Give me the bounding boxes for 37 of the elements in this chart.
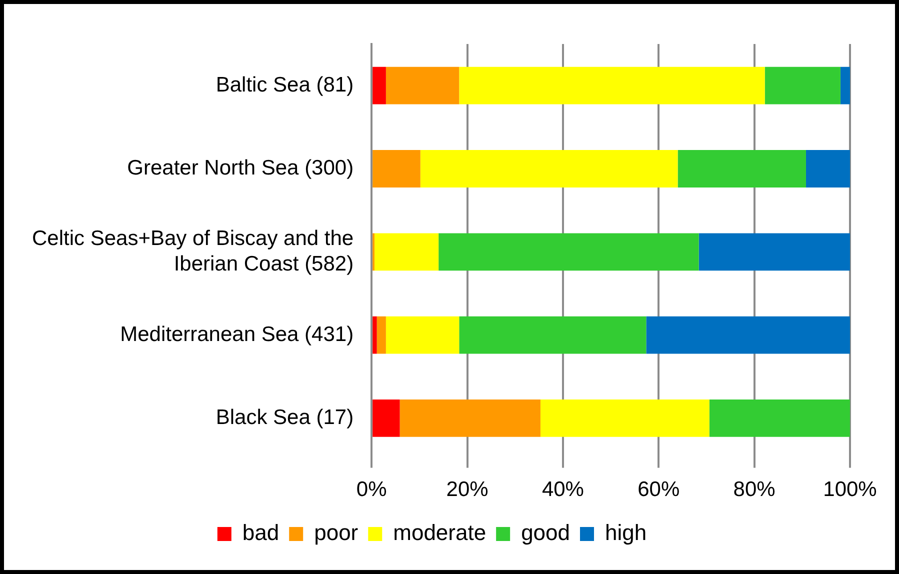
bar	[540, 400, 710, 437]
bar	[459, 316, 646, 354]
x-tick-label: 40%	[542, 478, 584, 502]
bar	[420, 150, 678, 188]
bar	[698, 233, 850, 271]
bar	[386, 316, 460, 354]
x-tick-label: 100%	[823, 478, 877, 502]
y-tick-label: Greater North Sea (300)	[127, 156, 354, 180]
bar	[372, 66, 386, 104]
bar	[372, 316, 377, 354]
x-tick-label: 0%	[356, 478, 387, 502]
bar	[459, 66, 765, 104]
legend-label: poor	[314, 520, 358, 546]
bar	[709, 400, 850, 437]
legend-label: good	[521, 520, 570, 546]
bar	[840, 66, 850, 104]
bar	[400, 400, 540, 437]
bar	[678, 150, 806, 188]
bar	[374, 233, 439, 271]
bar	[438, 233, 699, 271]
bar	[372, 150, 420, 188]
y-tick-label: Mediterranean Sea (431)	[120, 322, 354, 346]
bar	[646, 316, 850, 354]
x-tick-label: 80%	[733, 478, 776, 502]
y-tick-label: Black Sea (17)	[216, 406, 354, 430]
x-tick-label: 20%	[446, 478, 488, 502]
legend-label: bad	[242, 520, 280, 546]
bar	[806, 150, 850, 188]
bar	[372, 400, 400, 437]
bar	[376, 316, 386, 354]
legend-label: high	[605, 520, 647, 546]
y-tick-label: Celtic Seas+Bay of Biscay and the Iberian Coast (582)	[32, 227, 354, 276]
x-tick-label: 60%	[638, 478, 680, 502]
bar	[764, 66, 840, 104]
bar	[386, 66, 460, 104]
y-tick-label: Baltic Sea (81)	[216, 73, 354, 96]
legend-label: moderate	[393, 520, 486, 546]
